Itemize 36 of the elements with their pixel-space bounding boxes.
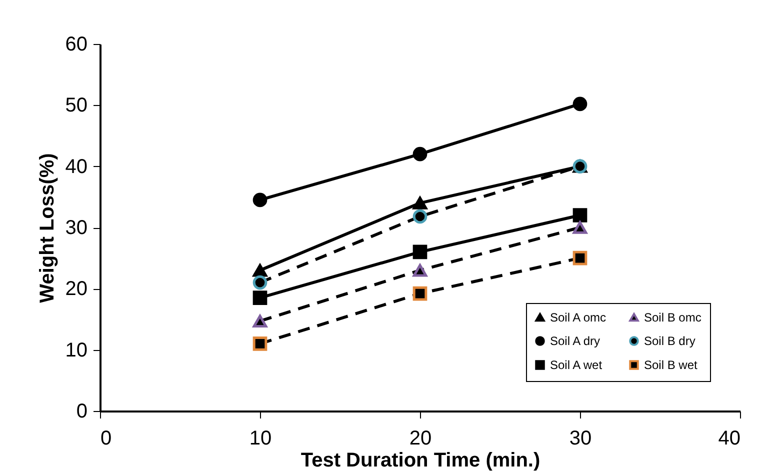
legend-label: Soil B wet [644,358,698,372]
point [252,264,268,277]
y-tick-label: 40 [65,156,88,178]
point [412,146,428,162]
x-tick-label: 20 [409,428,432,450]
x-tick-label: 0 [100,428,112,450]
y-tick-label: 10 [65,339,88,362]
legend-label: Soil B omc [644,310,702,324]
point [572,221,588,234]
legend-label: Soil B dry [644,334,696,348]
point [252,290,268,306]
point [412,244,428,260]
x-tick-label: 40 [718,428,740,450]
y-tick-label: 60 [65,34,88,56]
y-tick-label: 0 [76,400,88,422]
point [572,96,588,112]
legend-label: Soil A dry [550,334,600,348]
legend-label: Soil A omc [550,310,606,324]
y-tick-label: 30 [65,217,88,239]
point [412,209,428,224]
point [412,264,428,277]
point [572,250,588,266]
point [412,286,428,301]
x-tick-label: 30 [569,428,592,450]
point [252,314,268,328]
point [412,196,428,210]
point [252,192,268,208]
x-axis-title: Test Duration Time (min.) [300,450,540,472]
legend-label: Soil A wet [550,358,603,372]
y-axis-title: Weight Loss(%) [36,153,58,303]
point [252,275,268,290]
x-tick-label: 10 [249,428,272,450]
y-tick-label: 50 [65,94,88,117]
point [572,208,588,222]
y-tick-label: 20 [65,278,88,300]
point [252,336,268,351]
